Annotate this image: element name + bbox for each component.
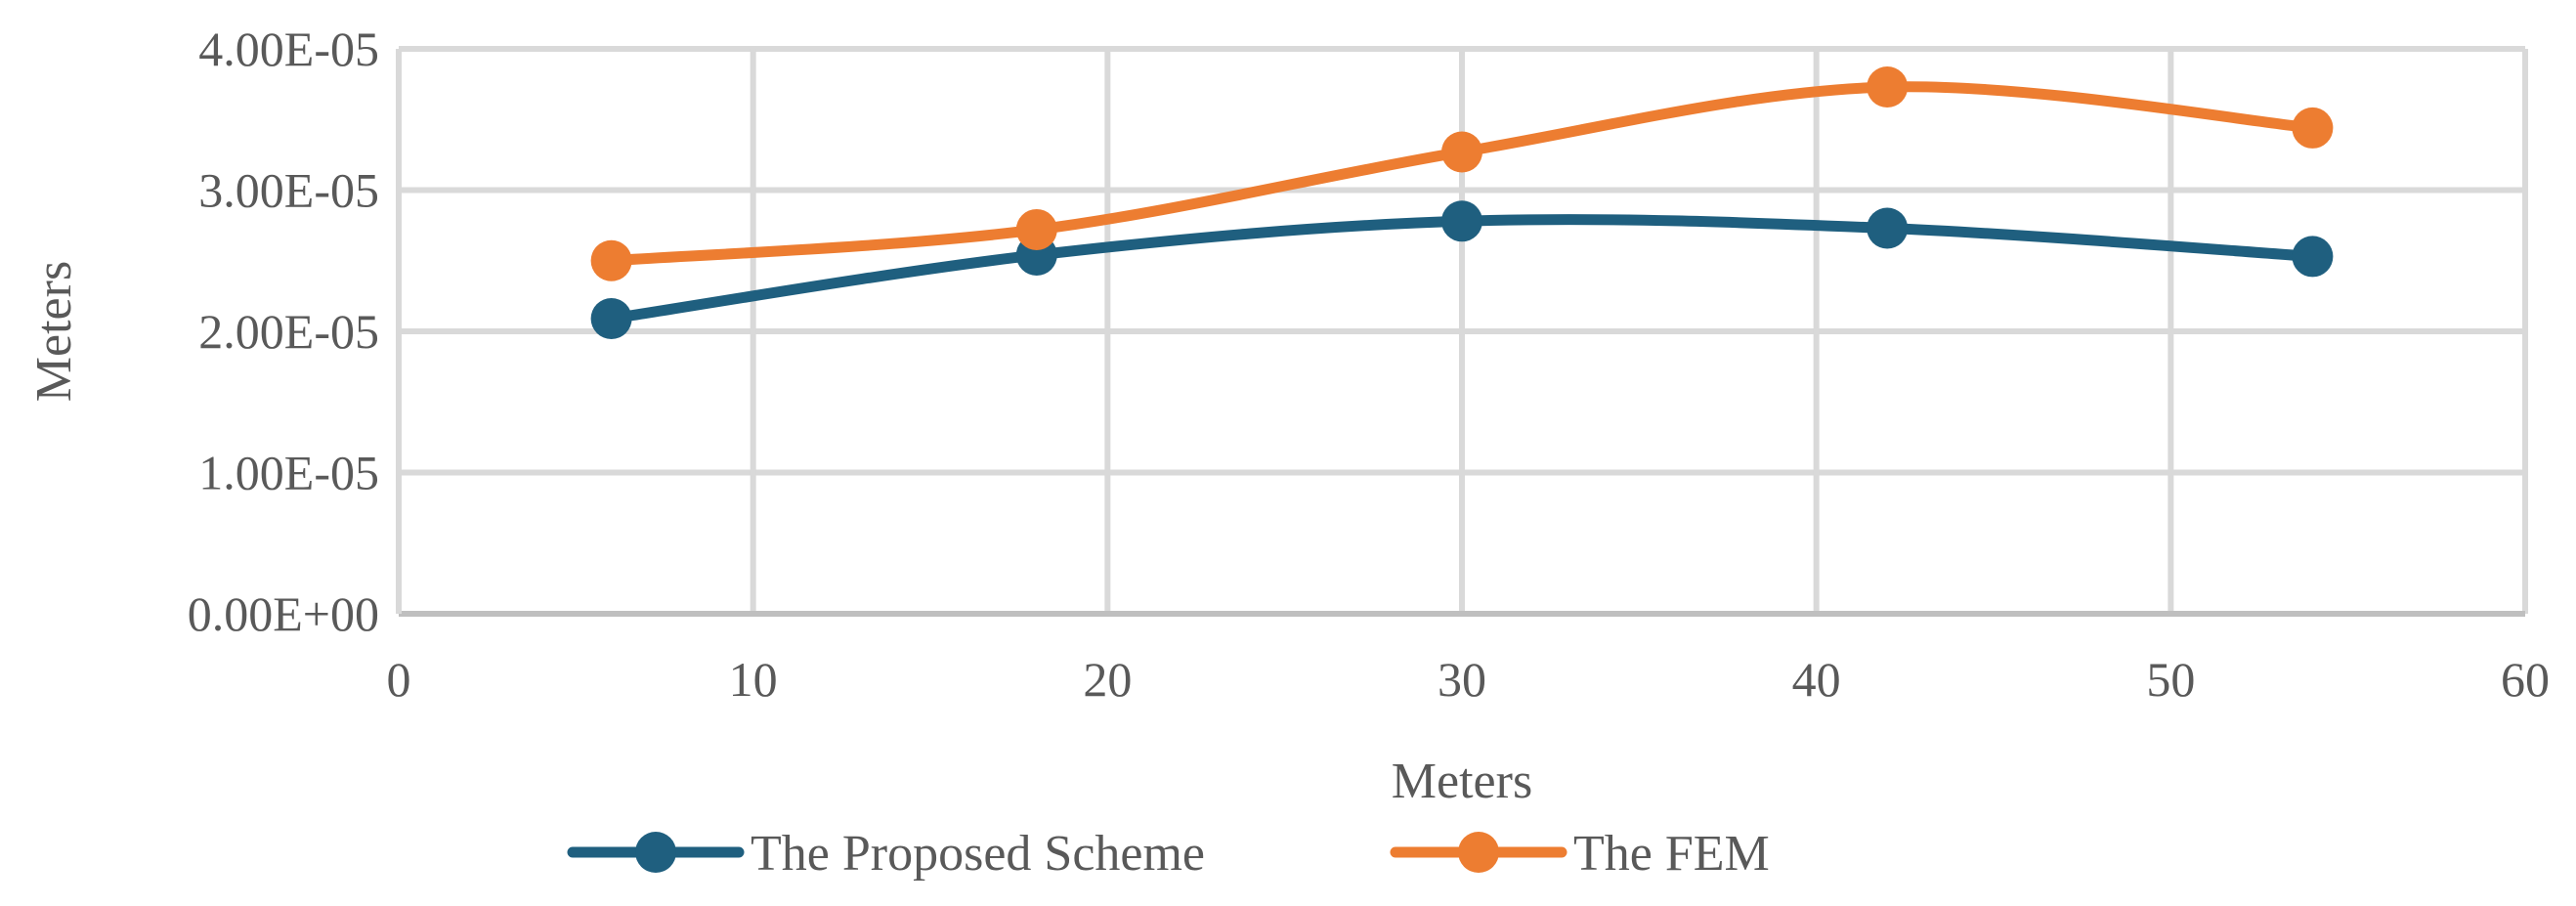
series-2 [590, 66, 2334, 281]
x-axis-title: Meters [1392, 754, 1532, 809]
y-tick-label: 1.00E-05 [198, 446, 379, 500]
x-tick-label: 10 [729, 652, 778, 707]
data-point [2292, 236, 2334, 278]
y-tick-label: 3.00E-05 [198, 163, 379, 218]
y-axis-title: Meters [26, 261, 82, 402]
tick-labels: 0.00E+00 1.00E-05 2.00E-05 3.00E-05 4.00E-05… [188, 22, 2550, 707]
legend: The Proposed Scheme The FEM [567, 826, 1770, 882]
series-lines [590, 66, 2334, 339]
x-tick-label: 40 [1792, 652, 1841, 707]
x-tick-label: 60 [2501, 652, 2550, 707]
x-tick-label: 20 [1083, 652, 1132, 707]
y-tick-label: 4.00E-05 [198, 22, 379, 76]
data-point [1441, 131, 1482, 173]
data-point [2292, 107, 2334, 149]
legend-entry-1: The Proposed Scheme [567, 826, 1205, 882]
data-point [1867, 66, 1909, 108]
legend-label: The Proposed Scheme [751, 826, 1205, 882]
legend-marker [1458, 832, 1499, 873]
legend-marker [635, 832, 676, 873]
data-point [1441, 200, 1482, 242]
series-1 [590, 200, 2334, 339]
y-tick-label: 2.00E-05 [198, 304, 379, 359]
x-tick-label: 30 [1438, 652, 1486, 707]
data-point [1867, 207, 1909, 249]
data-point [590, 239, 632, 281]
data-point [1015, 208, 1057, 250]
gridlines [399, 46, 2528, 614]
y-tick-label: 0.00E+00 [188, 586, 379, 641]
data-point [590, 297, 632, 339]
axes [396, 49, 2525, 617]
legend-label: The FEM [1573, 826, 1770, 882]
legend-entry-2: The FEM [1390, 826, 1770, 882]
x-tick-label: 0 [387, 652, 411, 707]
x-tick-label: 50 [2146, 652, 2195, 707]
